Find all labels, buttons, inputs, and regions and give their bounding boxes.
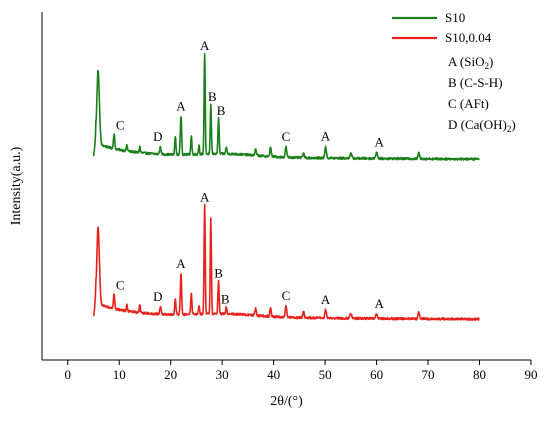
legend-label: S10 — [445, 10, 465, 25]
series-layer — [92, 53, 480, 321]
peak-label: B — [221, 292, 230, 307]
y-axis-title: Intensity(a.u.) — [9, 146, 24, 225]
peak-label: A — [374, 296, 384, 311]
phase-key: A (SiO2) B (C-S-H) C (AFt) D (Ca(OH)2) — [448, 54, 516, 134]
peak-label: A — [200, 38, 210, 53]
legend-label: S10,0.04 — [445, 30, 492, 45]
peak-label: C — [282, 288, 291, 303]
peak-label: D — [153, 289, 162, 304]
peak-label: C — [282, 129, 291, 144]
series-line-s10 — [92, 53, 480, 161]
x-tick-label: 70 — [422, 367, 435, 382]
x-tick-label: 60 — [370, 367, 383, 382]
peak-label: A — [321, 128, 331, 143]
peak-label: B — [214, 266, 223, 281]
peak-label: A — [321, 292, 331, 307]
x-tick-label: 0 — [64, 367, 71, 382]
phase-key-entry: A (SiO2) — [448, 54, 493, 71]
peak-label: A — [176, 256, 186, 271]
x-tick-label: 80 — [473, 367, 486, 382]
x-tick-label: 10 — [113, 367, 126, 382]
peak-label: C — [116, 118, 125, 133]
peak-label: C — [116, 278, 125, 293]
peak-label: B — [217, 103, 226, 118]
legend: S10 S10,0.04 — [392, 10, 492, 45]
peak-label: A — [200, 190, 210, 205]
x-tick-label: 40 — [267, 367, 280, 382]
phase-key-entry: C (AFt) — [448, 96, 489, 111]
peak-label: A — [374, 135, 384, 150]
phase-key-entry: B (C-S-H) — [448, 75, 503, 90]
axes: 0 10 20 30 40 50 60 70 80 90 2θ/(°) Intensity(a.u.) — [9, 12, 538, 409]
series-line-s10-0-04 — [92, 203, 480, 321]
peak-label: D — [153, 129, 162, 144]
x-tick-label: 90 — [525, 367, 538, 382]
x-axis-title: 2θ/(°) — [270, 394, 303, 409]
x-tick-label: 20 — [164, 367, 177, 382]
peak-label: B — [208, 89, 217, 104]
x-tick-label: 30 — [216, 367, 229, 382]
peak-label: A — [176, 99, 186, 114]
x-tick-label: 50 — [319, 367, 332, 382]
phase-key-entry: D (Ca(OH)2) — [448, 117, 516, 134]
